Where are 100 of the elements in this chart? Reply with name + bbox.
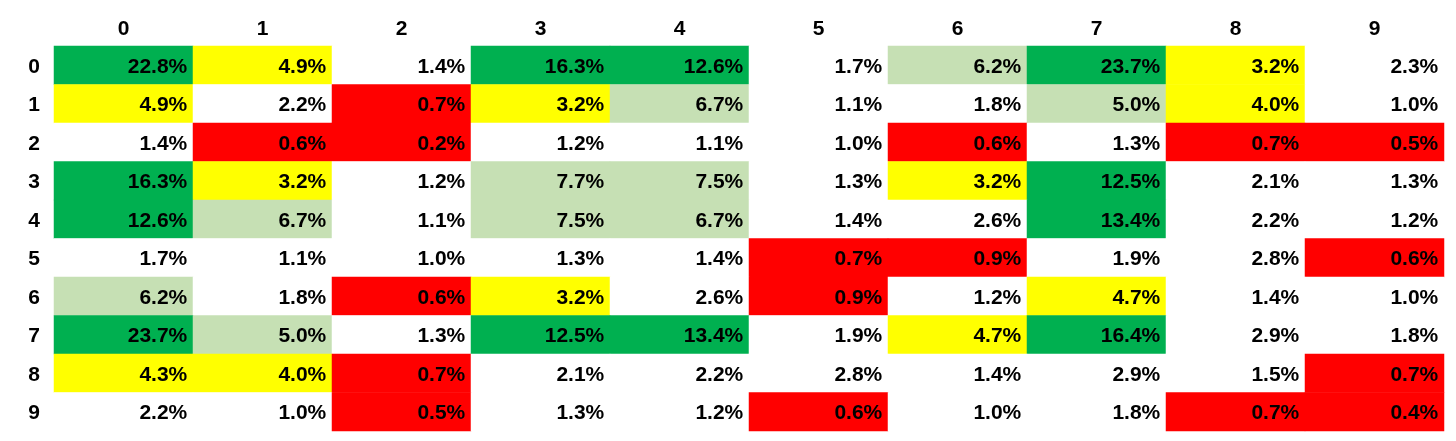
data-label: 0.2% <box>417 130 466 154</box>
data-label: 2.1% <box>1251 169 1300 193</box>
data-label: 2.6% <box>973 207 1022 231</box>
data-label: 1.2% <box>973 284 1022 308</box>
x-tick-label: 3 <box>534 16 547 39</box>
data-label: 6.7% <box>695 207 744 231</box>
data-label: 12.6% <box>127 207 188 231</box>
data-label: 2.2% <box>1251 207 1300 231</box>
data-label: 12.5% <box>544 323 605 347</box>
y-tick-label: 9 <box>28 400 40 424</box>
data-label: 16.4% <box>1100 323 1161 347</box>
data-label: 6.2% <box>139 284 188 308</box>
data-label: 22.8% <box>127 53 188 77</box>
data-label: 23.7% <box>127 323 188 347</box>
data-label: 0.6% <box>1390 246 1439 270</box>
x-tick-label: 7 <box>1090 16 1103 39</box>
data-label: 2.2% <box>695 361 744 385</box>
data-label: 5.0% <box>1112 92 1161 116</box>
data-label: 0.6% <box>834 400 883 424</box>
data-label: 1.3% <box>834 169 883 193</box>
data-label: 1.2% <box>556 130 605 154</box>
x-tick-label: 0 <box>117 16 130 39</box>
data-label: 0.5% <box>417 400 466 424</box>
data-label: 1.3% <box>556 246 605 270</box>
data-label: 5.0% <box>278 323 327 347</box>
data-label: 4.3% <box>139 361 188 385</box>
data-label: 0.9% <box>973 246 1022 270</box>
data-label: 1.3% <box>417 323 466 347</box>
data-label: 3.2% <box>556 92 605 116</box>
data-label: 1.7% <box>139 246 188 270</box>
data-label: 4.7% <box>973 323 1022 347</box>
data-label: 1.4% <box>1251 284 1300 308</box>
data-label: 1.4% <box>695 246 744 270</box>
data-label: 4.7% <box>1112 284 1161 308</box>
data-label: 0.7% <box>417 92 466 116</box>
data-label: 1.3% <box>1112 130 1161 154</box>
data-label: 2.1% <box>556 361 605 385</box>
data-label: 16.3% <box>544 53 605 77</box>
data-label: 6.7% <box>695 92 744 116</box>
data-label: 6.2% <box>973 53 1022 77</box>
data-label: 12.6% <box>683 53 744 77</box>
data-label: 1.0% <box>417 246 466 270</box>
data-label: 12.5% <box>1100 169 1161 193</box>
data-label: 1.3% <box>1390 169 1439 193</box>
data-label: 0.7% <box>1251 400 1300 424</box>
data-label: 2.2% <box>278 92 327 116</box>
data-label: 0.6% <box>278 130 327 154</box>
y-tick-label: 8 <box>28 361 41 385</box>
x-tick-label: 5 <box>812 16 825 39</box>
data-label: 2.8% <box>1251 246 1300 270</box>
data-label: 3.2% <box>1251 53 1300 77</box>
data-label: 1.8% <box>1112 400 1161 424</box>
data-label: 1.4% <box>973 361 1022 385</box>
x-tick-label: 2 <box>395 16 408 39</box>
data-label: 1.5% <box>1251 361 1300 385</box>
data-label: 4.9% <box>139 92 188 116</box>
data-label: 1.2% <box>695 400 744 424</box>
data-label: 13.4% <box>1100 207 1161 231</box>
data-label: 16.3% <box>127 169 188 193</box>
data-label: 2.9% <box>1112 361 1161 385</box>
data-label: 0.7% <box>1390 361 1439 385</box>
data-label: 0.6% <box>417 284 466 308</box>
data-label: 1.8% <box>1390 323 1439 347</box>
data-label: 0.5% <box>1390 130 1439 154</box>
data-label: 1.2% <box>417 169 466 193</box>
data-label: 1.1% <box>417 207 466 231</box>
x-tick-label: 1 <box>256 16 269 39</box>
data-label: 2.6% <box>695 284 744 308</box>
data-label: 2.9% <box>1251 323 1300 347</box>
data-label: 1.2% <box>1390 207 1439 231</box>
data-label: 0.9% <box>834 284 883 308</box>
data-label: 1.9% <box>1112 246 1161 270</box>
data-label: 1.7% <box>834 53 883 77</box>
y-tick-label: 1 <box>28 92 41 116</box>
x-tick-label: 4 <box>673 16 686 39</box>
data-label: 3.2% <box>278 169 327 193</box>
y-tick-label: 3 <box>28 169 40 193</box>
data-label: 0.7% <box>834 246 883 270</box>
data-label: 1.1% <box>695 130 744 154</box>
x-tick-label: 6 <box>951 16 964 39</box>
y-tick-label: 0 <box>28 53 40 77</box>
data-label: 1.9% <box>834 323 883 347</box>
data-label: 0.4% <box>1390 400 1439 424</box>
data-label: 1.4% <box>417 53 466 77</box>
data-label: 23.7% <box>1100 53 1161 77</box>
data-label: 1.8% <box>278 284 327 308</box>
data-label: 7.5% <box>556 207 605 231</box>
data-label: 4.9% <box>278 53 327 77</box>
data-label: 1.1% <box>278 246 327 270</box>
data-label: 3.2% <box>973 169 1022 193</box>
data-label: 1.8% <box>973 92 1022 116</box>
data-label: 1.4% <box>139 130 188 154</box>
y-tick-label: 6 <box>28 284 40 308</box>
data-label: 7.7% <box>556 169 605 193</box>
y-tick-label: 4 <box>28 207 41 231</box>
data-label: 3.2% <box>556 284 605 308</box>
data-label: 0.6% <box>973 130 1022 154</box>
data-label: 1.1% <box>834 92 883 116</box>
data-label: 1.0% <box>1390 92 1439 116</box>
y-tick-label: 7 <box>28 323 40 347</box>
